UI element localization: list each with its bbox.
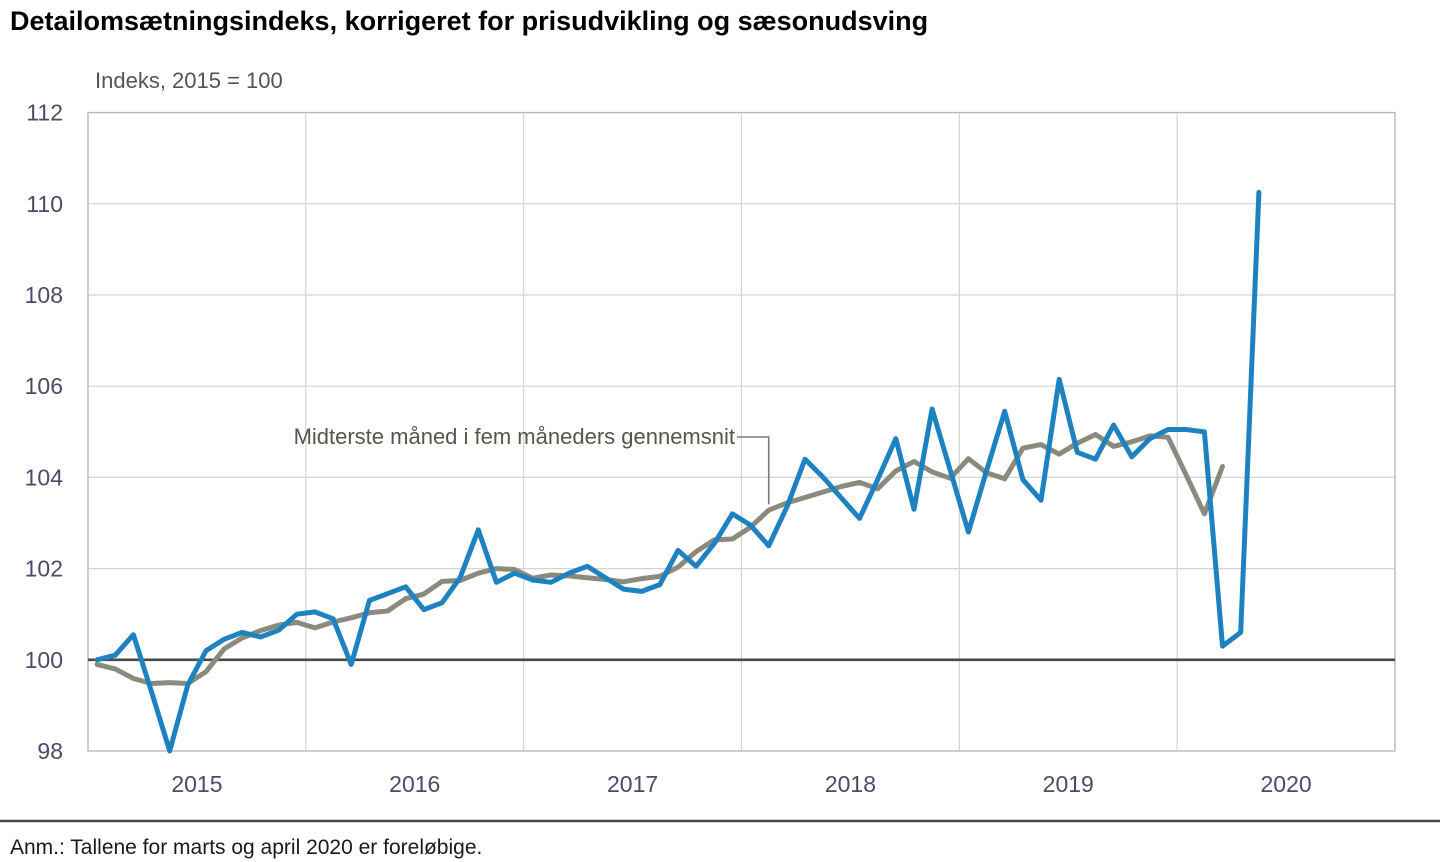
y-axis-tick-label: 98 <box>37 738 63 764</box>
x-axis-year-label: 2019 <box>1043 771 1094 797</box>
page-title: Detailomsætningsindeks, korrigeret for p… <box>10 6 929 36</box>
y-axis-tick-label: 110 <box>26 191 63 217</box>
y-axis-tick-label: 108 <box>25 282 63 308</box>
y-axis-tick-label: 104 <box>25 464 64 490</box>
y-axis-unit-label: Indeks, 2015 = 100 <box>95 68 283 93</box>
y-axis-tick-label: 106 <box>25 373 63 399</box>
average-series-line <box>94 432 1225 686</box>
y-axis-tick-label: 100 <box>25 647 63 673</box>
footnote: Anm.: Tallene for marts og april 2020 er… <box>10 836 483 859</box>
x-axis-year-label: 2018 <box>825 771 876 797</box>
x-axis-year-label: 2016 <box>389 771 440 797</box>
monthly-series-line <box>94 189 1262 754</box>
y-axis-tick-label: 102 <box>25 556 63 582</box>
y-axis-tick-label: 112 <box>26 100 63 126</box>
x-axis-year-label: 2017 <box>607 771 658 797</box>
x-axis-year-label: 2015 <box>171 771 222 797</box>
axis-frame <box>87 111 1396 752</box>
x-axis-year-label: 2020 <box>1260 771 1311 797</box>
annotation-pointer <box>737 436 770 505</box>
average-series-annotation-label: Midterste måned i fem måneders gennemsni… <box>293 424 735 449</box>
